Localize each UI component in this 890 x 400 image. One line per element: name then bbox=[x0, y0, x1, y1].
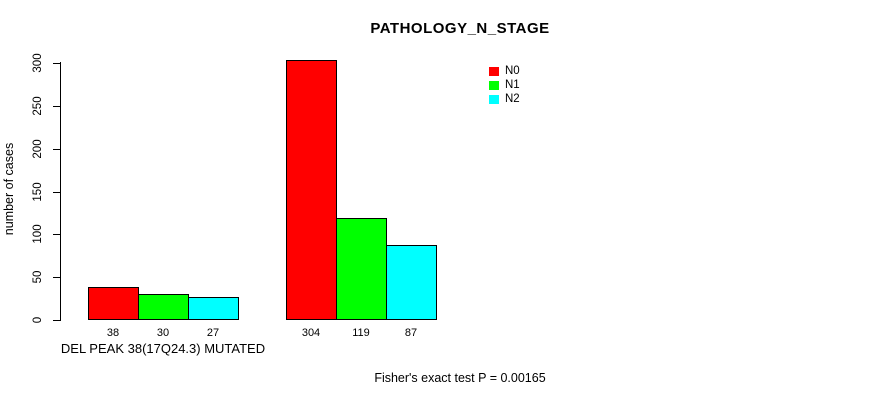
legend-swatch-n0 bbox=[489, 67, 499, 76]
bar-n1-group1[interactable] bbox=[138, 294, 189, 320]
y-axis-tick bbox=[53, 191, 60, 193]
y-axis-tick-label: 200 bbox=[32, 139, 44, 159]
y-axis-tick bbox=[53, 105, 60, 107]
y-axis-tick-label: 250 bbox=[32, 96, 44, 116]
y-axis-tick-label: 0 bbox=[32, 316, 44, 324]
bar-value-label: 38 bbox=[106, 327, 120, 339]
bar-value-label: 119 bbox=[352, 327, 370, 339]
bar-n0-group1[interactable] bbox=[88, 287, 139, 320]
bar-value-label: 304 bbox=[301, 327, 321, 339]
legend-swatch-n2 bbox=[489, 95, 499, 104]
legend-label-n2: N2 bbox=[505, 93, 520, 105]
y-axis-tick-label: 50 bbox=[32, 270, 44, 284]
chart-title: PATHOLOGY_N_STAGE bbox=[370, 20, 550, 37]
bar-n0-group2[interactable] bbox=[286, 60, 337, 320]
y-axis-line bbox=[60, 62, 61, 321]
y-axis-tick bbox=[53, 277, 60, 279]
legend-label-n1: N1 bbox=[505, 79, 520, 91]
bar-value-label: 87 bbox=[404, 327, 418, 339]
y-axis-tick-label: 300 bbox=[32, 53, 44, 73]
legend-swatch-n1 bbox=[489, 81, 499, 90]
bar-n2-group2[interactable] bbox=[386, 245, 437, 320]
y-axis-tick bbox=[53, 63, 60, 64]
bar-value-label: 27 bbox=[206, 327, 220, 339]
x-axis-group-label: DEL PEAK 38(17Q24.3) MUTATED bbox=[60, 341, 266, 356]
y-axis-tick-label: 150 bbox=[32, 181, 44, 202]
legend-label-n0: N0 bbox=[505, 65, 520, 77]
bar-n1-group2[interactable] bbox=[336, 218, 387, 320]
y-axis-tick-label: 100 bbox=[32, 224, 44, 244]
y-axis-title: number of cases bbox=[2, 142, 16, 236]
bar-n2-group1[interactable] bbox=[188, 297, 239, 320]
bar-value-label: 30 bbox=[156, 327, 170, 339]
y-axis-tick bbox=[53, 320, 60, 321]
y-axis-tick bbox=[53, 148, 60, 150]
y-axis-tick bbox=[53, 234, 60, 236]
stat-test-annotation: Fisher's exact test P = 0.00165 bbox=[374, 371, 546, 385]
